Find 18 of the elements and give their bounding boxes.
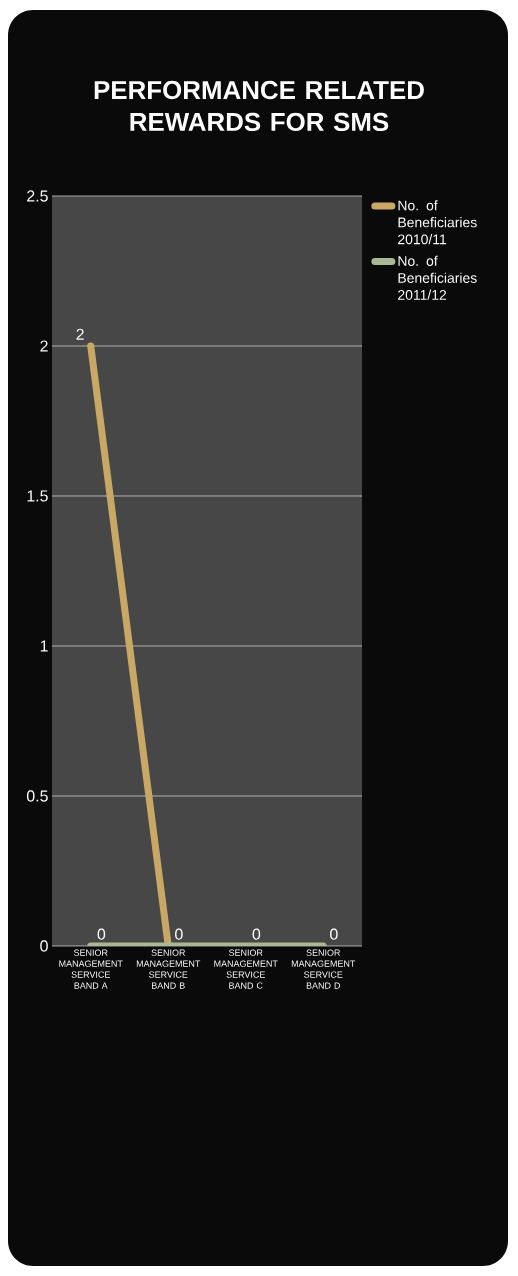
legend-label: No. of Beneficiaries 2011/12 [398,255,477,300]
data-label: 2 [76,328,84,340]
y-tick-label: 1.5 [27,490,48,502]
y-tick-label: 0 [40,940,48,952]
x-tick-label: SENIOR MANAGEMENT SERVICE BAND C [214,949,278,989]
x-tick-label: SENIOR MANAGEMENT SERVICE BAND D [291,949,356,989]
chart-title: PERFORMANCE RELATED REWARDS FOR SMS [94,80,424,132]
y-tick-label: 0.5 [26,790,48,802]
legend-label: No. of Beneficiaries 2010/11 [398,200,477,245]
y-tick-label: 2.5 [27,190,48,202]
data-label: 0 [97,928,106,940]
x-tick-label: SENIOR MANAGEMENT SERVICE BAND B [136,949,201,989]
y-tick-label: 1 [40,640,48,652]
data-label: 0 [252,928,261,940]
x-tick-label: SENIOR MANAGEMENT SERVICE BAND A [59,949,123,989]
data-label: 0 [175,928,183,940]
data-label: 0 [330,928,338,940]
y-tick-label: 2 [40,340,48,352]
